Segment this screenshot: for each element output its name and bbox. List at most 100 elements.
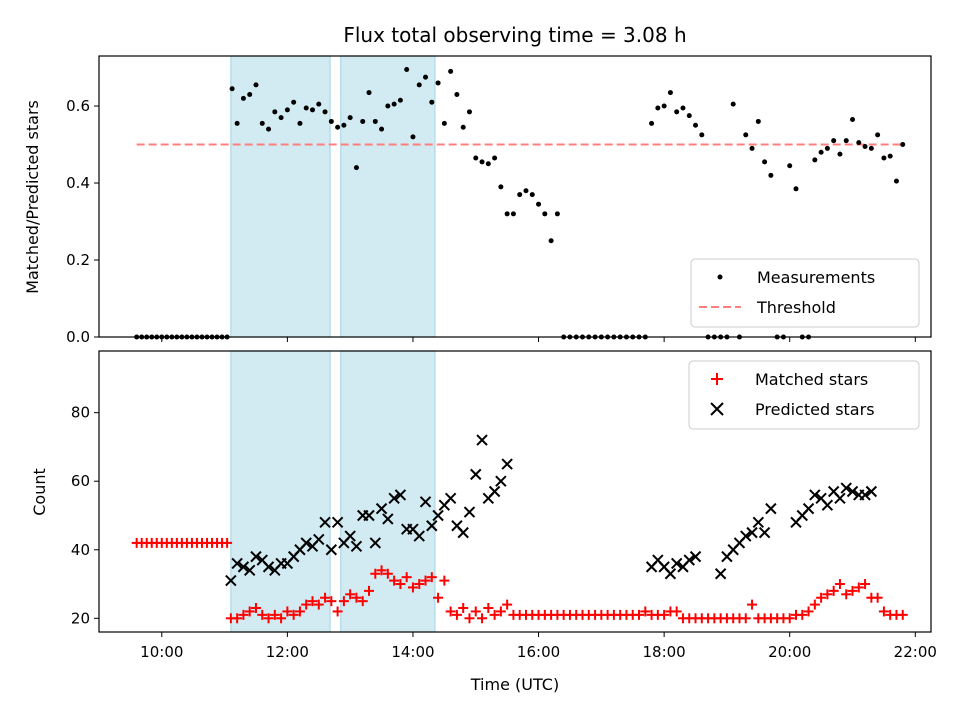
- chart-title: Flux total observing time = 3.08 h: [343, 23, 686, 47]
- predicted-star-point: [746, 526, 758, 539]
- y-tick-label: 40: [71, 541, 90, 559]
- measurement-point: [824, 145, 830, 151]
- measurement-point: [900, 142, 906, 148]
- measurement-point: [322, 109, 328, 115]
- measurement-point: [397, 97, 403, 103]
- matched-star-point: [502, 599, 513, 610]
- x-tick-label: 20:00: [768, 643, 811, 661]
- measurement-point: [686, 113, 692, 119]
- predicted-star-point: [765, 502, 777, 515]
- predicted-star-point: [840, 482, 852, 494]
- matched-star-point: [364, 585, 375, 596]
- predicted-star-point: [300, 537, 312, 549]
- measurement-point: [234, 120, 240, 126]
- matched-star-point: [495, 606, 506, 617]
- measurement-point: [649, 120, 655, 126]
- matched-star-point: [489, 609, 500, 620]
- matched-star-point: [282, 606, 293, 617]
- predicted-star-point: [331, 516, 344, 529]
- measurement-point: [768, 172, 774, 178]
- measurement-point: [881, 155, 887, 161]
- measurement-point: [743, 132, 749, 138]
- measurement-point: [278, 115, 284, 121]
- measurement-point: [843, 138, 849, 144]
- matched-star-point: [401, 572, 412, 583]
- matched-star-point: [834, 579, 845, 590]
- measurement-point: [366, 90, 372, 96]
- predicted-star-point: [432, 509, 444, 522]
- bottom-legend: Matched stars Predicted stars: [688, 360, 920, 430]
- matched-star-point: [389, 575, 400, 586]
- matched-star-point: [351, 592, 362, 603]
- x-tick-label: 22:00: [894, 643, 937, 661]
- measurement-point: [309, 107, 315, 113]
- measurement-point: [272, 109, 278, 115]
- matched-star-point: [445, 606, 456, 617]
- bottom-y-axis-label: Count: [30, 468, 49, 516]
- predicted-star-point: [457, 526, 469, 539]
- top-legend: Measurements Threshold: [690, 258, 920, 328]
- measurement-point: [730, 101, 736, 107]
- measurement-point: [787, 163, 793, 169]
- measurement-point: [529, 192, 535, 198]
- predicted-star-point: [501, 458, 513, 470]
- predicted-star-point: [683, 554, 695, 566]
- measurement-point: [466, 109, 472, 115]
- measurement-point: [404, 66, 410, 72]
- matched-star-point: [250, 603, 261, 614]
- predicted-star-point: [250, 550, 262, 563]
- matched-star-point: [860, 579, 871, 590]
- y-tick-label: 60: [71, 472, 90, 490]
- matched-star-point: [477, 613, 488, 624]
- measurement-point: [812, 157, 818, 163]
- y-tick-label: 20: [71, 609, 90, 627]
- matched-star-point: [345, 589, 356, 600]
- measurement-point: [372, 118, 378, 124]
- measurement-point: [887, 153, 893, 159]
- measurement-point: [460, 124, 466, 130]
- predicted-star-point: [319, 516, 331, 529]
- measurement-point: [755, 118, 761, 124]
- shaded-interval-1: [340, 55, 436, 338]
- matched-star-point: [244, 606, 255, 617]
- predicted-star-point: [670, 557, 683, 570]
- y-tick-label: 80: [71, 404, 90, 422]
- measurement-point: [347, 115, 353, 121]
- measurement-point: [341, 122, 347, 128]
- x-tick-label: 10:00: [140, 643, 183, 661]
- matched-star-point: [784, 613, 795, 624]
- x-tick-label: 14:00: [391, 643, 434, 661]
- x-tick-label: 12:00: [266, 643, 309, 661]
- measurement-point: [680, 105, 686, 111]
- measurement-point: [536, 201, 542, 207]
- matched-star-point: [257, 609, 268, 620]
- predicted-star-point: [394, 489, 407, 501]
- matched-star-point: [841, 589, 852, 600]
- matched-star-point: [320, 592, 331, 603]
- predicted-star-point: [740, 530, 752, 542]
- matched-star-point: [232, 613, 243, 624]
- matched-star-point: [338, 596, 349, 607]
- predicted-star-point: [350, 540, 363, 553]
- measurement-point: [793, 186, 799, 192]
- measurement-point: [423, 74, 429, 80]
- legend-predicted-marker: [710, 402, 724, 416]
- predicted-star-point: [463, 506, 476, 518]
- predicted-star-point: [375, 502, 388, 515]
- predicted-star-point: [388, 492, 400, 505]
- measurement-point: [762, 159, 768, 165]
- y-tick-label: 0.4: [66, 174, 90, 192]
- matched-star-point: [294, 606, 305, 617]
- legend-measurements-marker: [717, 274, 723, 280]
- legend-threshold-label: Threshold: [756, 298, 836, 317]
- legend-predicted-label: Predicted stars: [755, 400, 875, 419]
- predicted-star-point: [859, 489, 871, 501]
- measurement-point: [454, 91, 460, 97]
- matched-star-point: [634, 609, 645, 620]
- matched-star-point: [357, 596, 368, 607]
- matched-star-point: [816, 592, 827, 603]
- measurement-point: [284, 107, 290, 113]
- predicted-star-point: [714, 568, 727, 580]
- matched-star-point: [439, 575, 450, 586]
- matched-star-point: [326, 596, 337, 607]
